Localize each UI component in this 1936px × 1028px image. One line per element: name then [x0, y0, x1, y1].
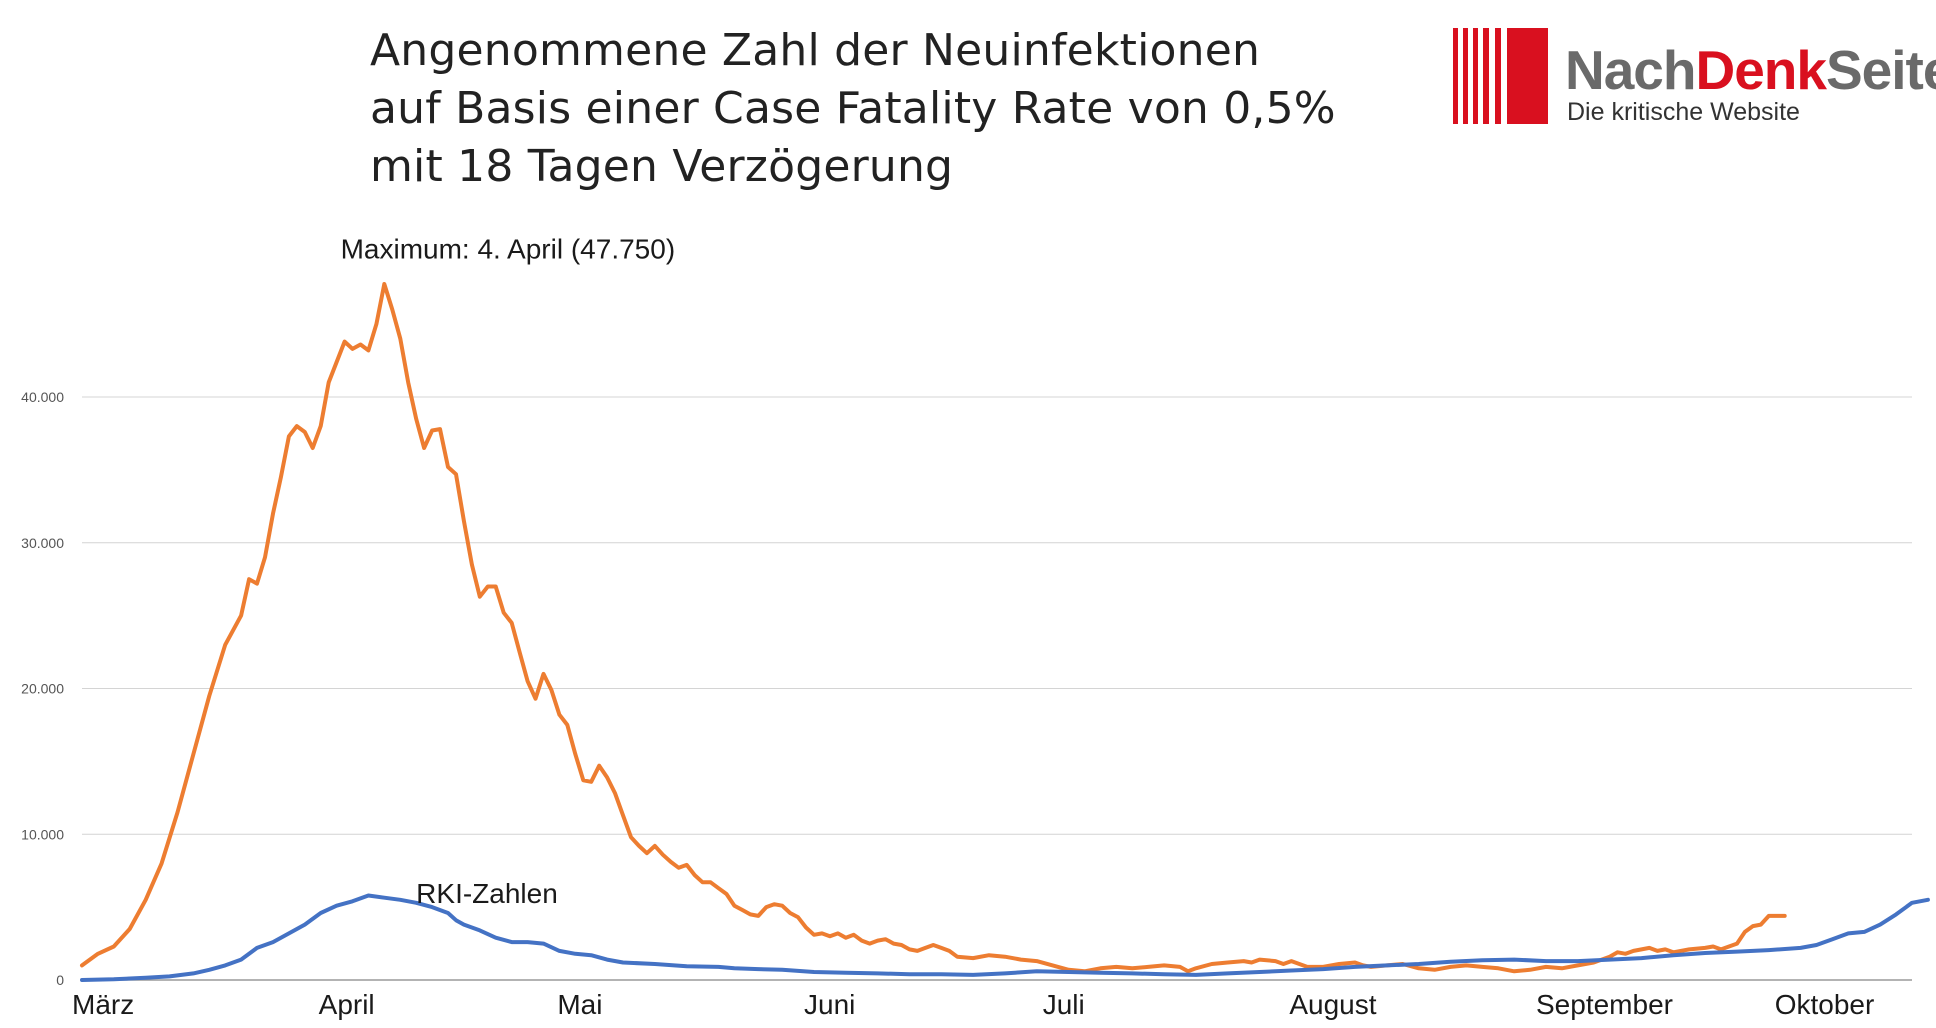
logo-bars-icon [1453, 28, 1548, 124]
x-axis-ticks: März April Mai Juni Juli August September Oktob… [72, 989, 1874, 1020]
logo-word-denk: Denk [1695, 39, 1827, 101]
x-tick-label-0: März [72, 989, 134, 1020]
x-tick-label-4: Juli [1043, 989, 1085, 1020]
annotations: Maximum: 4. April (47.750) RKI-Zahlen [341, 234, 676, 909]
logo-word-nach: Nach [1565, 39, 1696, 101]
x-tick-label-2: Mai [557, 989, 602, 1020]
nachdenkseiten-logo: NachDenkSeiten Die kritische Website [1453, 28, 1936, 128]
y-tick-label-3: 30.000 [21, 535, 64, 551]
x-tick-label-7: Oktober [1775, 989, 1875, 1020]
y-axis-ticks: 0 10.000 20.000 30.000 40.000 [21, 389, 64, 988]
chart-title-line-2: auf Basis einer Case Fatality Rate von 0… [370, 83, 1336, 134]
logo-word-seiten: Seiten [1826, 39, 1936, 101]
chart-title: Angenommene Zahl der Neuinfektionen auf … [370, 22, 1336, 196]
x-tick-label-3: Juni [804, 989, 855, 1020]
series-lines [80, 282, 1930, 982]
logo-wordmark: NachDenkSeiten [1565, 40, 1936, 100]
chart-title-line-3: mit 18 Tagen Verzögerung [370, 141, 954, 192]
annotation-0: Maximum: 4. April (47.750) [341, 234, 676, 265]
series-line-0 [80, 282, 1787, 974]
x-tick-label-5: August [1289, 989, 1376, 1020]
y-tick-label-0: 0 [56, 972, 64, 988]
logo-tagline: Die kritische Website [1567, 98, 1800, 126]
x-tick-label-1: April [319, 989, 375, 1020]
chart-title-line-1: Angenommene Zahl der Neuinfektionen [370, 25, 1261, 76]
y-tick-label-2: 20.000 [21, 681, 64, 697]
series-line-1 [80, 893, 1930, 982]
annotation-1: RKI-Zahlen [416, 878, 558, 909]
y-tick-label-1: 10.000 [21, 826, 64, 842]
grid-lines [82, 396, 1912, 981]
x-tick-label-6: September [1536, 989, 1673, 1020]
y-tick-label-4: 40.000 [21, 389, 64, 405]
